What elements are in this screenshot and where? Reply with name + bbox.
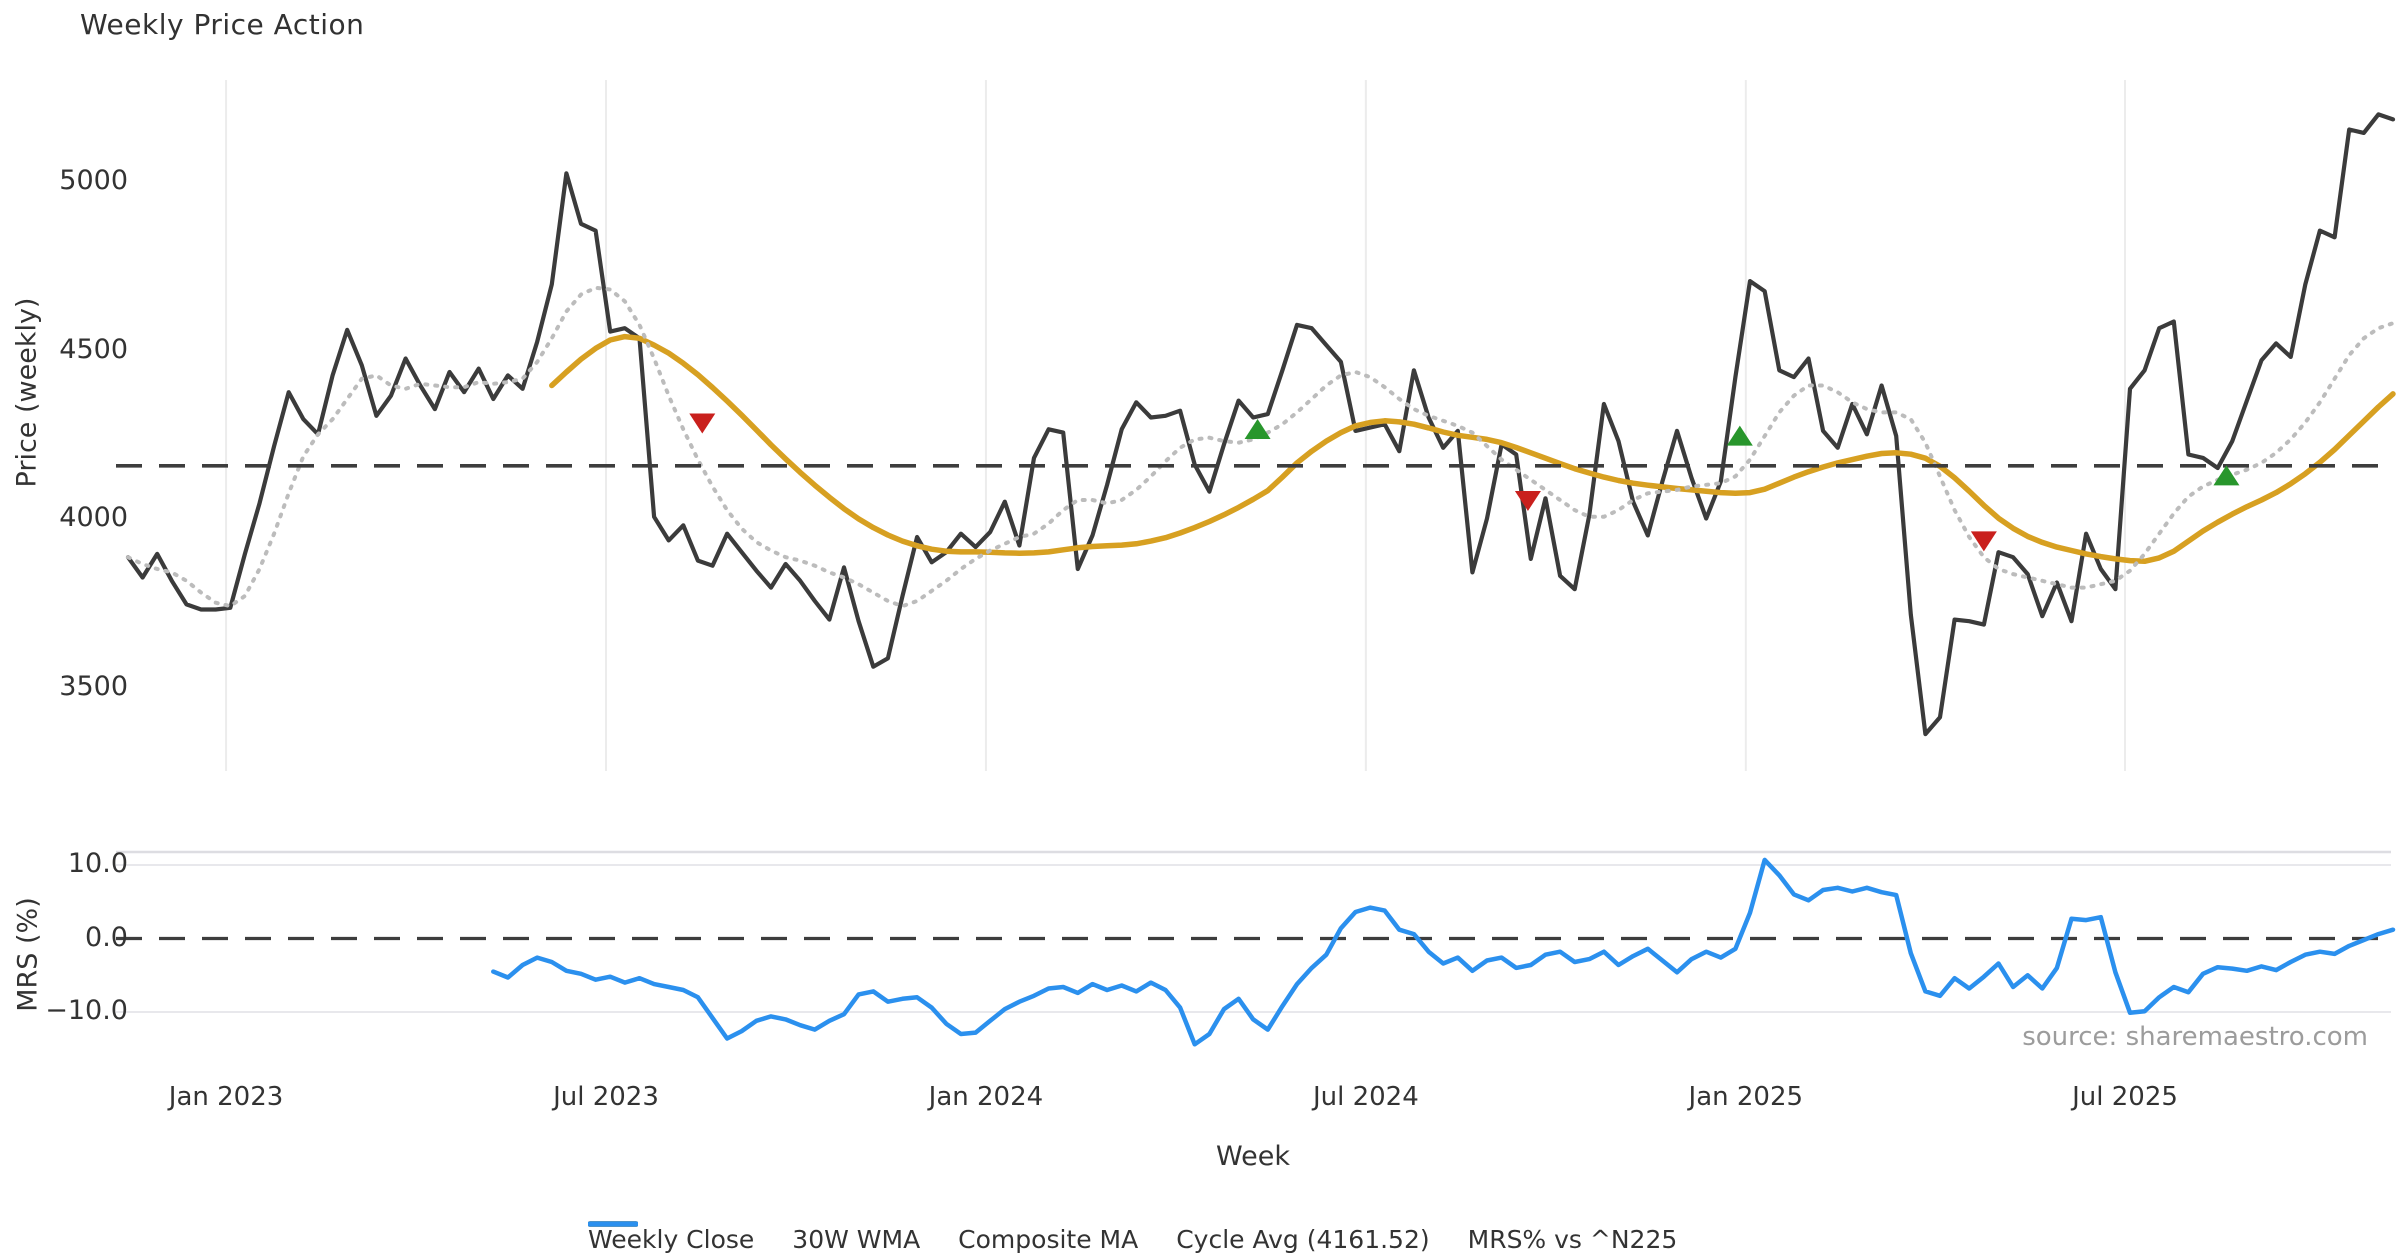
legend: Weekly Close 30W WMA Composite MA Cycle Avg… xyxy=(588,1218,1677,1260)
legend-label: Cycle Avg (4161.52) xyxy=(1176,1224,1430,1254)
30w-wma-line xyxy=(549,333,2396,565)
legend-item: Cycle Avg (4161.52) xyxy=(588,1222,1430,1254)
sell-signal-marker xyxy=(1514,490,1541,511)
legend-label: Weekly Close xyxy=(588,1224,755,1254)
x-tick-label: Jul 2024 xyxy=(1312,1082,1419,1112)
price-tick-label: 4000 xyxy=(59,502,128,534)
buy-signal-marker xyxy=(1726,425,1753,446)
mrs-tick-label: 10.0 xyxy=(67,848,128,879)
sell-signal-marker xyxy=(689,413,716,434)
legend-label: Composite MA xyxy=(958,1224,1139,1254)
x-tick-label: Jul 2023 xyxy=(553,1082,659,1112)
source-note: source: sharemaestro.com xyxy=(2022,1022,2368,1052)
x-tick-label: Jul 2025 xyxy=(2072,1082,2178,1112)
mrs-tick-label: 0.0 xyxy=(85,921,128,953)
x-tick-label: Jan 2023 xyxy=(168,1082,284,1112)
x-tick-label: Jan 2024 xyxy=(928,1082,1044,1112)
legend-swatch-solid-icon xyxy=(588,1221,638,1227)
x-axis-label: Week xyxy=(1216,1141,1290,1172)
buy-signal-marker xyxy=(1244,418,1271,439)
mrs-vs-n225-line xyxy=(491,857,2396,1047)
legend-item: Composite MA xyxy=(588,1222,1139,1254)
legend-label: 30W WMA xyxy=(792,1224,921,1254)
sell-signal-marker xyxy=(1970,531,1997,552)
price-tick-label: 4500 xyxy=(59,333,128,365)
chart-title: Weekly Price Action xyxy=(80,8,365,41)
buy-signal-marker xyxy=(2213,465,2240,486)
x-tick-label: Jan 2025 xyxy=(1688,1082,1804,1112)
weekly-close-line xyxy=(125,112,2396,737)
legend-label: MRS% vs ^N225 xyxy=(1467,1224,1678,1254)
mrs-tick-label: −10.0 xyxy=(45,995,128,1026)
legend-item: 30W WMA xyxy=(588,1221,921,1254)
price-tick-label: 5000 xyxy=(59,165,128,197)
legend-item: MRS% vs ^N225 xyxy=(588,1221,1678,1254)
price-tick-label: 3500 xyxy=(59,670,128,702)
composite-ma-line xyxy=(126,285,2395,609)
